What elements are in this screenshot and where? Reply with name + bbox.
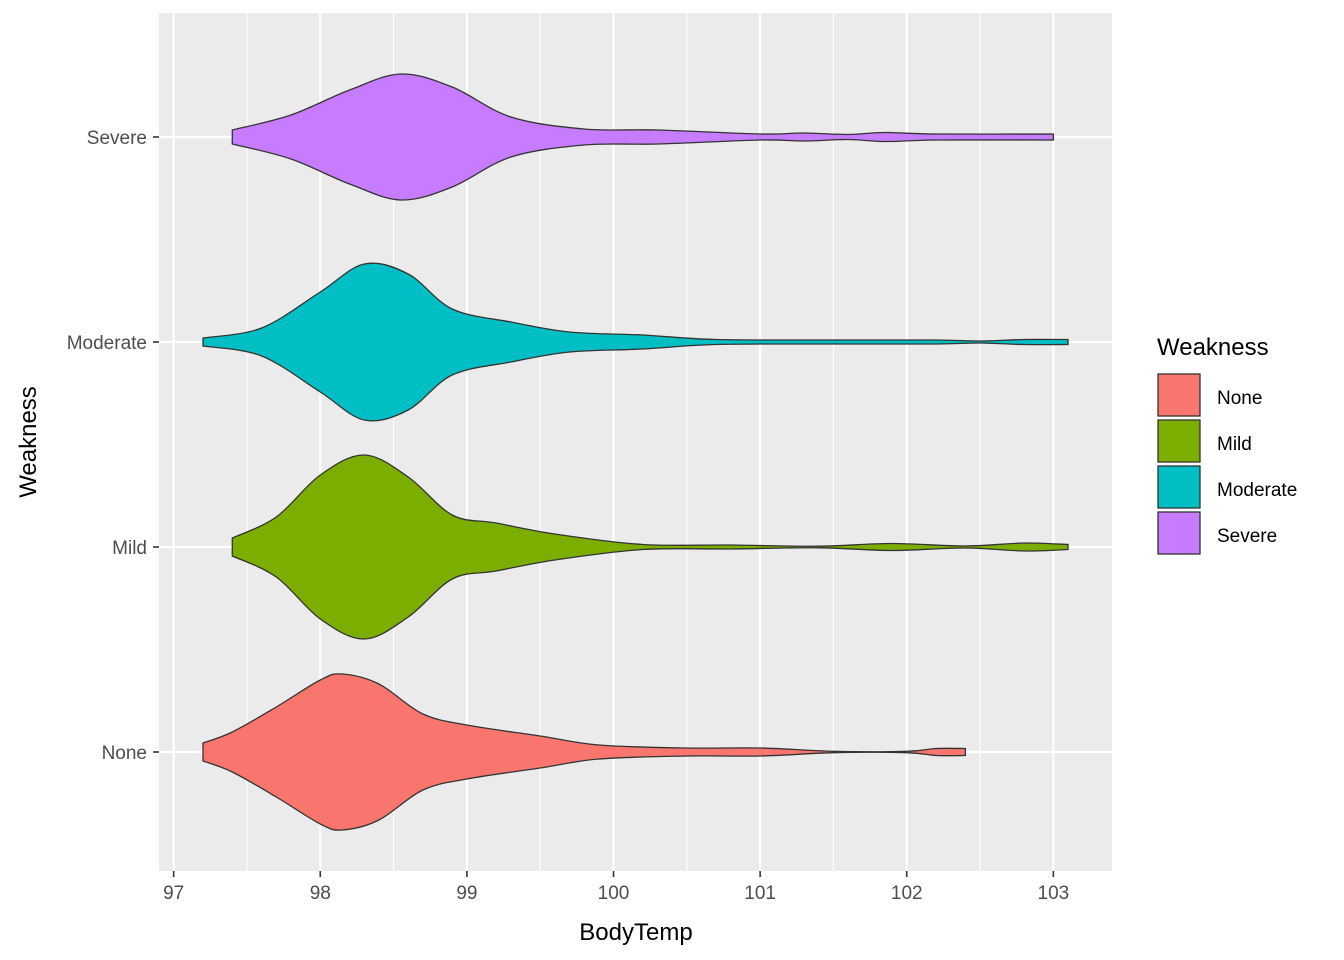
legend-label: Severe <box>1217 526 1277 547</box>
legend-label: Moderate <box>1217 480 1297 501</box>
x-axis: 97 98 99 100 101 102 103 <box>163 871 1069 904</box>
x-tick-label: 99 <box>456 883 477 904</box>
legend-key <box>1157 419 1201 463</box>
x-tick-label: 100 <box>598 883 630 904</box>
x-tick-label: 98 <box>310 883 331 904</box>
violins <box>202 73 1069 831</box>
violin-severe <box>231 73 1055 201</box>
x-tick-label: 97 <box>163 883 184 904</box>
x-tick-label: 102 <box>891 883 923 904</box>
y-tick-label: None <box>102 743 147 764</box>
legend-key <box>1157 465 1201 509</box>
x-tick-label: 103 <box>1038 883 1070 904</box>
y-axis-title: Weakness <box>15 386 42 498</box>
legend-label: None <box>1217 388 1262 409</box>
legend-key <box>1157 511 1201 555</box>
legend: Weakness None Mild Moderate Severe <box>1157 334 1297 555</box>
violin-mild <box>231 454 1069 640</box>
x-tick-label: 101 <box>744 883 776 904</box>
y-tick-label: Severe <box>87 128 147 149</box>
y-tick-label: Mild <box>112 538 147 559</box>
legend-key <box>1157 373 1201 417</box>
y-tick-label: Moderate <box>67 333 147 354</box>
legend-label: Mild <box>1217 434 1252 455</box>
x-axis-title: BodyTemp <box>579 919 692 946</box>
y-axis: None Mild Moderate Severe <box>67 128 159 764</box>
legend-title: Weakness <box>1157 334 1269 361</box>
violin-moderate <box>202 262 1069 422</box>
violin-none <box>202 673 967 831</box>
